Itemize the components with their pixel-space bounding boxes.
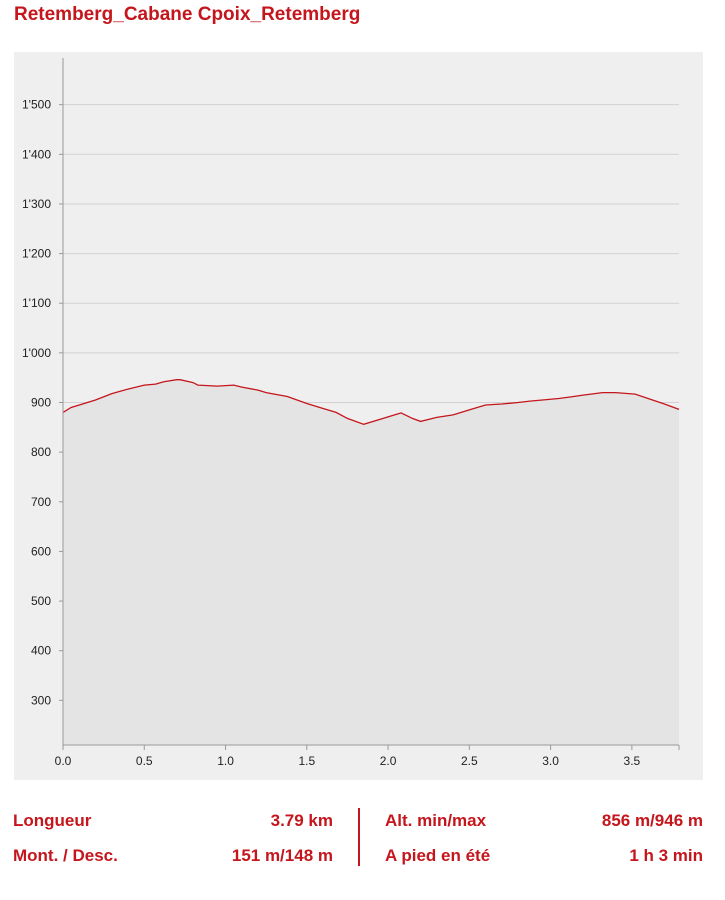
- length-value: 3.79 km: [270, 811, 333, 830]
- walk-time-value: 1 h 3 min: [629, 846, 703, 865]
- updown-value: 151 m/148 m: [231, 846, 333, 865]
- x-tick-label: 0.0: [55, 754, 72, 768]
- y-tick-label: 700: [31, 495, 51, 509]
- x-tick-label: 2.5: [461, 754, 478, 768]
- y-tick-label: 1'400: [22, 147, 51, 161]
- elevation-chart: 300 400 500 600 700 800 900 1'000 1'100 1'200 1'30…: [22, 58, 680, 768]
- elevation-line: [62, 379, 680, 425]
- length-label: Longueur: [13, 811, 92, 830]
- route-stats: Longueur 3.79 km Mont. / Desc. 151 m/148…: [0, 800, 725, 870]
- y-tick-label: 800: [31, 445, 51, 459]
- elevation-chart-panel: 300 400 500 600 700 800 900 1'000 1'100 1'200 1'30…: [14, 52, 703, 780]
- x-tick-label: 1.5: [298, 754, 315, 768]
- y-tick-label: 1'300: [22, 197, 51, 211]
- y-tick-label: 1'500: [22, 98, 51, 112]
- x-tick-label: 0.5: [136, 754, 153, 768]
- y-tick-label: 1'100: [22, 296, 51, 310]
- altitude-value: 856 m/946 m: [601, 811, 703, 830]
- elevation-area: [63, 379, 679, 745]
- updown-label: Mont. / Desc.: [13, 846, 118, 865]
- y-tick-label: 1'000: [22, 346, 51, 360]
- y-tick-label: 600: [31, 544, 51, 558]
- route-title: Retemberg_Cabane Cpoix_Retemberg: [14, 4, 361, 25]
- y-tick-label: 500: [31, 594, 51, 608]
- x-tick-label: 3.0: [542, 754, 559, 768]
- y-tick-label: 400: [31, 644, 51, 658]
- x-tick-label: 1.0: [217, 754, 234, 768]
- y-tick-label: 300: [31, 693, 51, 707]
- stats-divider: [358, 808, 360, 866]
- x-tick-label: 3.5: [624, 754, 641, 768]
- walk-time-label: A pied en été: [385, 846, 491, 865]
- altitude-label: Alt. min/max: [385, 811, 487, 830]
- y-tick-label: 1'200: [22, 247, 51, 261]
- y-tick-label: 900: [31, 396, 51, 410]
- x-tick-label: 2.0: [380, 754, 397, 768]
